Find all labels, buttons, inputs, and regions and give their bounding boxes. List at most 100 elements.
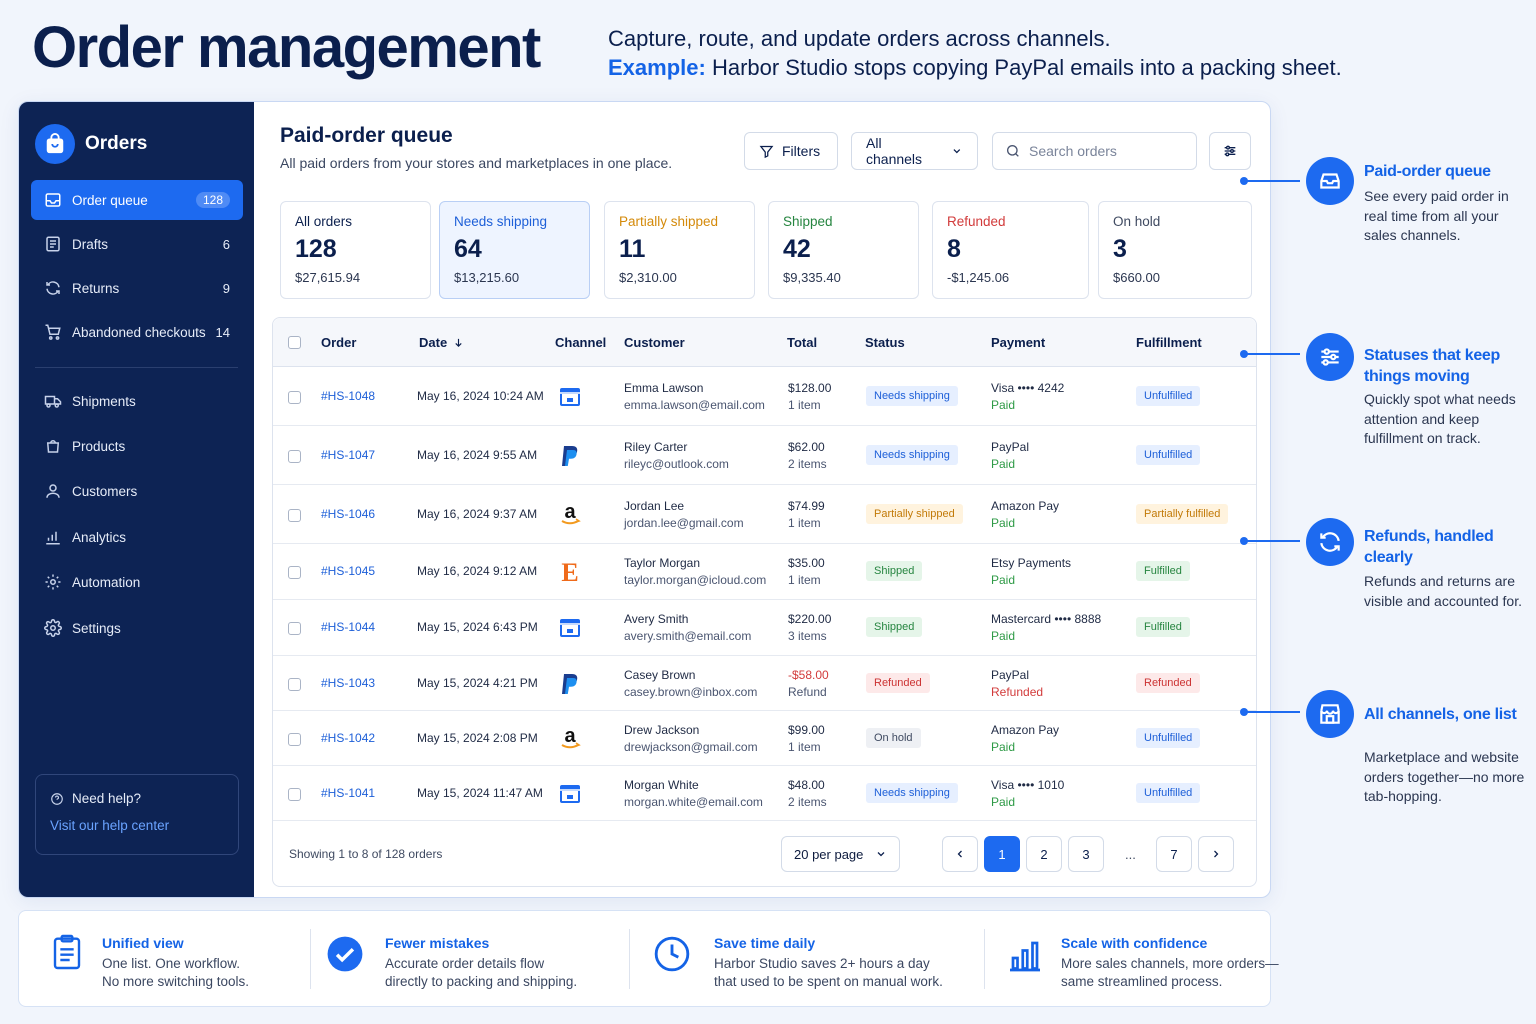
channel-select-value: All channels bbox=[866, 135, 923, 167]
table-row[interactable]: #HS-1041 May 15, 2024 11:47 AM Morgan Whit… bbox=[273, 766, 1256, 821]
sidebar-item-abandoned-checkouts[interactable]: Abandoned checkouts 14 bbox=[31, 312, 243, 352]
order-id-link[interactable]: #HS-1041 bbox=[321, 786, 376, 800]
column-header-channel[interactable]: Channel bbox=[555, 335, 607, 350]
callout-description: Refunds and returns are visible and acco… bbox=[1364, 573, 1522, 609]
order-id-link[interactable]: #HS-1045 bbox=[321, 564, 376, 578]
sidebar-item-products[interactable]: Products bbox=[31, 426, 243, 466]
sidebar-item-label: Settings bbox=[72, 620, 121, 636]
filters-button[interactable]: Filters bbox=[744, 132, 838, 170]
payment-method: PayPal bbox=[991, 668, 1030, 682]
order-items: 1 item bbox=[788, 740, 821, 754]
sidebar-item-settings[interactable]: Settings bbox=[31, 608, 243, 648]
inbox-icon bbox=[1306, 157, 1354, 205]
stat-card-partially-shipped[interactable]: Partially shipped 11 $2,310.00 bbox=[604, 201, 755, 299]
page-button-1[interactable]: 1 bbox=[984, 836, 1020, 872]
stat-card-refunded[interactable]: Refunded 8 -$1,245.06 bbox=[932, 201, 1089, 299]
stat-card-on-hold[interactable]: On hold 3 $660.00 bbox=[1098, 201, 1252, 299]
sidebar-item-customers[interactable]: Customers bbox=[31, 471, 243, 511]
column-header-date[interactable]: Date bbox=[419, 335, 464, 350]
row-checkbox[interactable] bbox=[288, 391, 301, 404]
row-checkbox[interactable] bbox=[288, 733, 301, 746]
row-checkbox[interactable] bbox=[288, 622, 301, 635]
column-header-total[interactable]: Total bbox=[787, 335, 818, 350]
sidebar-item-label: Returns bbox=[72, 280, 120, 296]
sidebar-item-label: Products bbox=[72, 438, 126, 454]
row-checkbox[interactable] bbox=[288, 678, 301, 691]
sidebar-item-analytics[interactable]: Analytics bbox=[31, 517, 243, 557]
users-icon bbox=[46, 484, 60, 498]
channel-select[interactable]: All channels bbox=[851, 132, 978, 170]
benefit-desc-line: No more switching tools. bbox=[102, 974, 250, 989]
order-id-link[interactable]: #HS-1042 bbox=[321, 731, 376, 745]
search-placeholder: Search orders bbox=[1029, 143, 1117, 159]
table-row[interactable]: #HS-1042 May 15, 2024 2:08 PM a Drew Jackso… bbox=[273, 711, 1256, 766]
order-items: 2 items bbox=[788, 457, 827, 471]
channel-cell: a bbox=[557, 726, 583, 752]
customer-name: Avery Smith bbox=[624, 612, 689, 626]
order-id-link[interactable]: #HS-1044 bbox=[321, 620, 376, 634]
customer-email: morgan.white@email.com bbox=[624, 795, 763, 809]
column-header-fulfillment[interactable]: Fulfillment bbox=[1136, 335, 1202, 350]
settings-sliders-button[interactable] bbox=[1209, 132, 1251, 170]
benefit-desc-line: Accurate order details flow bbox=[385, 956, 545, 971]
help-center-link[interactable]: Visit our help center bbox=[50, 818, 170, 833]
column-header-order[interactable]: Order bbox=[321, 335, 357, 350]
sidebar-item-automation[interactable]: Automation bbox=[31, 562, 243, 602]
sidebar-item-returns[interactable]: Returns 9 bbox=[31, 268, 243, 308]
column-header-payment[interactable]: Payment bbox=[991, 335, 1046, 350]
page-button-3[interactable]: 3 bbox=[1068, 836, 1104, 872]
page-button-2[interactable]: 2 bbox=[1026, 836, 1062, 872]
status-badge: Shipped bbox=[866, 561, 923, 581]
benefit-title: Scale with confidence bbox=[1061, 935, 1208, 951]
sidebar-item-drafts[interactable]: Drafts 6 bbox=[31, 224, 243, 264]
row-checkbox[interactable] bbox=[288, 450, 301, 463]
table-row[interactable]: #HS-1045 May 16, 2024 9:12 AM E Taylor Morg… bbox=[273, 544, 1256, 600]
stat-label: All orders bbox=[295, 214, 353, 229]
prev-page-button[interactable] bbox=[942, 836, 978, 872]
stat-card-shipped[interactable]: Shipped 42 $9,335.40 bbox=[768, 201, 919, 299]
status-badge: Partially shipped bbox=[866, 504, 963, 524]
order-total: $48.00 bbox=[788, 778, 825, 792]
row-checkbox[interactable] bbox=[288, 566, 301, 579]
chevron-left-icon bbox=[957, 850, 962, 858]
row-checkbox[interactable] bbox=[288, 788, 301, 801]
table-row[interactable]: #HS-1044 May 15, 2024 6:43 PM Avery Smith a… bbox=[273, 600, 1256, 656]
stat-count: 8 bbox=[947, 235, 961, 263]
payment-status: Refunded bbox=[991, 685, 1044, 699]
stat-label: Partially shipped bbox=[619, 214, 719, 229]
brand[interactable]: Orders bbox=[35, 124, 147, 164]
search-input[interactable]: Search orders bbox=[992, 132, 1197, 170]
payment-method: Amazon Pay bbox=[991, 499, 1060, 513]
row-checkbox[interactable] bbox=[288, 509, 301, 522]
sidebar-item-shipments[interactable]: Shipments bbox=[31, 381, 243, 421]
page-button-7[interactable]: 7 bbox=[1156, 836, 1192, 872]
select-all-checkbox[interactable] bbox=[288, 336, 301, 349]
column-header-status[interactable]: Status bbox=[865, 335, 905, 350]
next-page-button[interactable] bbox=[1198, 836, 1234, 872]
sidebar-item-count: 6 bbox=[222, 236, 230, 252]
box-icon bbox=[46, 440, 60, 453]
order-id-link[interactable]: #HS-1043 bbox=[321, 676, 376, 690]
sidebar-item-order-queue[interactable]: Order queue 128 bbox=[31, 180, 243, 220]
page-description: All paid orders from your stores and mar… bbox=[280, 155, 673, 171]
column-header-customer[interactable]: Customer bbox=[624, 335, 685, 350]
per-page-select[interactable]: 20 per page bbox=[781, 836, 900, 872]
stat-card-all-orders[interactable]: All orders 128 $27,615.94 bbox=[280, 201, 431, 299]
sidebar-item-label: Order queue bbox=[72, 192, 148, 208]
sidebar: Orders Order queue 128 Drafts 6 Returns … bbox=[19, 102, 254, 897]
example-label: Example: bbox=[608, 55, 706, 80]
table-row[interactable]: #HS-1046 May 16, 2024 9:37 AM a Jordan Lee j… bbox=[273, 485, 1256, 544]
order-id-link[interactable]: #HS-1048 bbox=[321, 389, 376, 403]
table-row[interactable]: #HS-1043 May 15, 2024 4:21 PM Casey Brown c… bbox=[273, 656, 1256, 711]
table-row[interactable]: #HS-1047 May 16, 2024 9:55 AM Riley Carter… bbox=[273, 426, 1256, 485]
order-id-link[interactable]: #HS-1046 bbox=[321, 507, 376, 521]
order-id-link[interactable]: #HS-1047 bbox=[321, 448, 376, 462]
table-row[interactable]: #HS-1048 May 16, 2024 10:24 AM Emma Lawson… bbox=[273, 367, 1256, 426]
customer-email: casey.brown@inbox.com bbox=[624, 685, 758, 699]
benefit-desc-line: same streamlined process. bbox=[1061, 974, 1223, 989]
order-date: May 15, 2024 2:08 PM bbox=[417, 731, 538, 745]
stat-card-needs-shipping[interactable]: Needs shipping 64 $13,215.60 bbox=[439, 201, 590, 299]
callout-title: Paid-order queue bbox=[1364, 163, 1491, 180]
shopping-bag-icon bbox=[35, 124, 75, 164]
hero-subtitle: Capture, route, and update orders across… bbox=[608, 24, 1342, 82]
